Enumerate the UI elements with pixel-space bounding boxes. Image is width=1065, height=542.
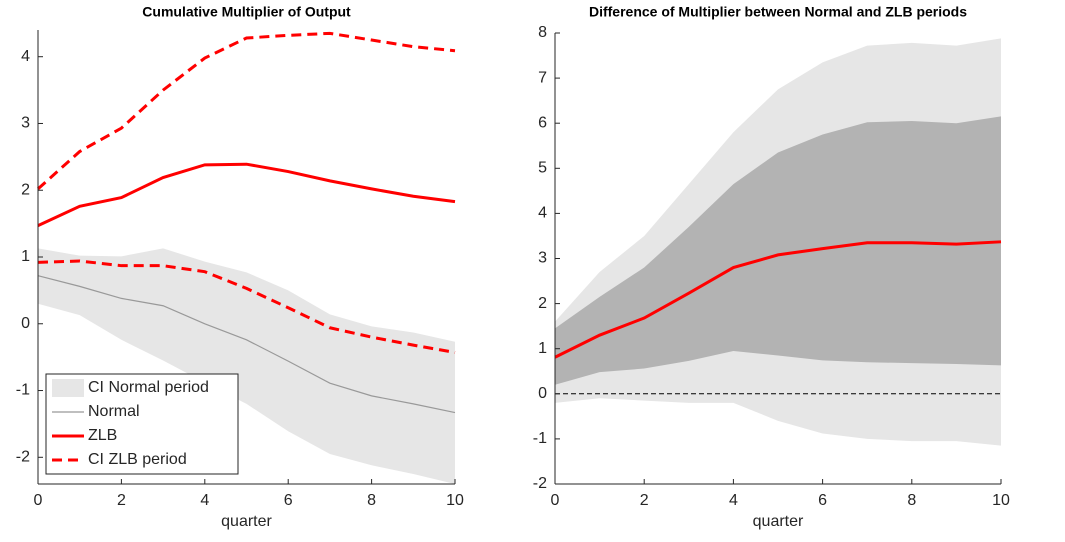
y-tick-label: 7 — [538, 69, 547, 86]
y-tick-label: 2 — [21, 181, 30, 198]
y-tick-label: 6 — [538, 114, 547, 131]
x-tick-label: 2 — [640, 492, 649, 509]
y-tick-label: 8 — [538, 24, 547, 41]
chart: Difference of Multiplier between Normal … — [533, 4, 1010, 531]
y-tick-label: -1 — [533, 430, 547, 447]
chart-title: Cumulative Multiplier of Output — [142, 4, 351, 20]
confidence-band — [38, 248, 455, 484]
y-tick-label: 4 — [538, 205, 547, 222]
ci-upper-line — [36, 31, 456, 191]
x-tick-label: 10 — [446, 492, 464, 509]
x-tick-label: 6 — [818, 492, 827, 509]
series-line — [37, 162, 456, 227]
y-tick-label: 2 — [538, 295, 547, 312]
x-tick-label: 0 — [551, 492, 560, 509]
y-tick-label: 1 — [21, 248, 30, 265]
y-tick-label: 3 — [538, 250, 547, 267]
legend-label: CI ZLB period — [88, 451, 187, 468]
series-line — [554, 240, 1002, 359]
y-tick-label: 4 — [21, 48, 30, 65]
legend-label: Normal — [88, 403, 140, 420]
y-tick-label: -2 — [533, 475, 547, 492]
legend-label: CI Normal period — [88, 379, 209, 396]
x-tick-label: 8 — [367, 492, 376, 509]
x-tick-label: 4 — [729, 492, 738, 509]
chart-title: Difference of Multiplier between Normal … — [589, 4, 967, 20]
y-tick-label: 0 — [538, 385, 547, 402]
x-tick-label: 4 — [200, 492, 209, 509]
x-tick-label: 2 — [117, 492, 126, 509]
series-line — [37, 275, 456, 414]
x-axis-label: quarter — [753, 513, 804, 530]
y-tick-label: 5 — [538, 160, 547, 177]
chart: Cumulative Multiplier of Output -2 -1 0 1 2 3 4… — [16, 4, 464, 531]
y-tick-label: -2 — [16, 449, 30, 466]
legend-swatch — [52, 379, 84, 397]
confidence-band — [555, 116, 1001, 385]
legend-label: ZLB — [88, 427, 117, 444]
ci-lower-line — [37, 259, 456, 354]
x-tick-label: 6 — [284, 492, 293, 509]
x-tick-label: 0 — [34, 492, 43, 509]
x-tick-label: 10 — [992, 492, 1010, 509]
x-axis-label: quarter — [221, 513, 272, 530]
y-tick-label: -1 — [16, 382, 30, 399]
y-tick-label: 1 — [538, 340, 547, 357]
y-tick-label: 0 — [21, 315, 30, 332]
y-tick-label: 3 — [21, 115, 30, 132]
x-tick-label: 8 — [907, 492, 916, 509]
